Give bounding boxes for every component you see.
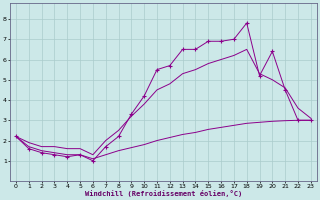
X-axis label: Windchill (Refroidissement éolien,°C): Windchill (Refroidissement éolien,°C) [85,190,242,197]
